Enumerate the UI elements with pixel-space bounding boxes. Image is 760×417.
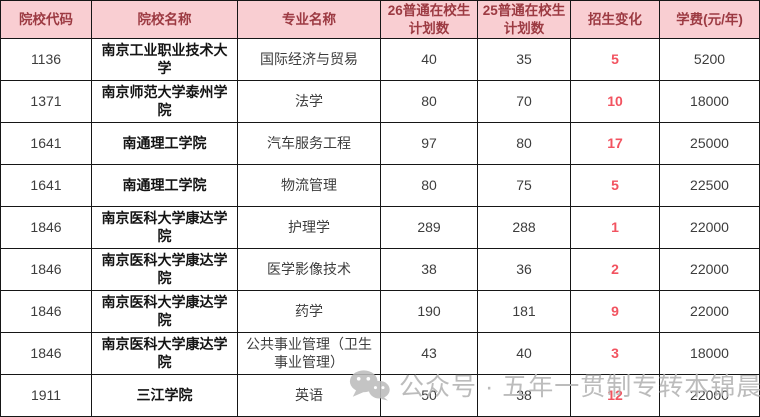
cell-major-name: 汽车服务工程 xyxy=(237,122,381,166)
cell-plan-26: 289 xyxy=(380,206,478,250)
cell-major-name: 公共事业管理（卫生事业管理） xyxy=(237,332,381,376)
cell-school-code: 1371 xyxy=(0,80,92,124)
cell-school-code: 1846 xyxy=(0,248,92,292)
table-row: 1641 南通理工学院 汽车服务工程 97 80 17 25000 xyxy=(0,122,760,166)
header-major-name: 专业名称 xyxy=(237,0,381,40)
cell-tuition: 18000 xyxy=(659,80,760,124)
cell-major-name: 国际经济与贸易 xyxy=(237,38,381,82)
cell-tuition: 22500 xyxy=(659,164,760,208)
cell-major-name: 护理学 xyxy=(237,206,381,250)
cell-enroll-change: 10 xyxy=(570,80,660,124)
table-row: 1371 南京师范大学泰州学院 法学 80 70 10 18000 xyxy=(0,80,760,124)
cell-school-name: 南京医科大学康达学院 xyxy=(91,248,238,292)
header-row: 院校代码 院校名称 专业名称 26普通在校生 计划数 25普通在校生 计划数 招… xyxy=(0,0,760,40)
cell-enroll-change: 17 xyxy=(570,122,660,166)
table-body: 1136 南京工业职业技术大学 国际经济与贸易 40 35 5 5200 137… xyxy=(0,38,760,417)
cell-major-name: 医学影像技术 xyxy=(237,248,381,292)
table-row: 1136 南京工业职业技术大学 国际经济与贸易 40 35 5 5200 xyxy=(0,38,760,82)
cell-enroll-change: 12 xyxy=(570,374,660,417)
cell-plan-26: 80 xyxy=(380,164,478,208)
table-row: 1911 三江学院 英语 50 38 12 22000 xyxy=(0,374,760,417)
cell-school-code: 1846 xyxy=(0,332,92,376)
cell-major-name: 法学 xyxy=(237,80,381,124)
cell-plan-25: 38 xyxy=(477,374,571,417)
header-tuition: 学费(元/年) xyxy=(659,0,760,40)
cell-enroll-change: 5 xyxy=(570,38,660,82)
header-school-name: 院校名称 xyxy=(91,0,238,40)
table-row: 1641 南通理工学院 物流管理 80 75 5 22500 xyxy=(0,164,760,208)
cell-school-name: 南京医科大学康达学院 xyxy=(91,206,238,250)
cell-plan-25: 36 xyxy=(477,248,571,292)
cell-major-name: 药学 xyxy=(237,290,381,334)
cell-tuition: 22000 xyxy=(659,290,760,334)
table-row: 1846 南京医科大学康达学院 公共事业管理（卫生事业管理） 43 40 3 1… xyxy=(0,332,760,376)
cell-tuition: 22000 xyxy=(659,206,760,250)
cell-plan-25: 181 xyxy=(477,290,571,334)
table-row: 1846 南京医科大学康达学院 护理学 289 288 1 22000 xyxy=(0,206,760,250)
table-row: 1846 南京医科大学康达学院 医学影像技术 38 36 2 22000 xyxy=(0,248,760,292)
cell-tuition: 22000 xyxy=(659,248,760,292)
cell-school-name: 南京师范大学泰州学院 xyxy=(91,80,238,124)
cell-plan-25: 75 xyxy=(477,164,571,208)
cell-plan-25: 80 xyxy=(477,122,571,166)
header-plan-26: 26普通在校生 计划数 xyxy=(380,0,478,40)
cell-tuition: 25000 xyxy=(659,122,760,166)
cell-school-code: 1641 xyxy=(0,164,92,208)
cell-school-name: 南京医科大学康达学院 xyxy=(91,290,238,334)
cell-plan-25: 35 xyxy=(477,38,571,82)
cell-plan-26: 80 xyxy=(380,80,478,124)
cell-major-name: 物流管理 xyxy=(237,164,381,208)
cell-plan-25: 40 xyxy=(477,332,571,376)
cell-school-code: 1846 xyxy=(0,206,92,250)
cell-enroll-change: 9 xyxy=(570,290,660,334)
cell-plan-26: 97 xyxy=(380,122,478,166)
cell-school-code: 1136 xyxy=(0,38,92,82)
cell-school-name: 南通理工学院 xyxy=(91,164,238,208)
cell-school-code: 1846 xyxy=(0,290,92,334)
cell-enroll-change: 2 xyxy=(570,248,660,292)
header-enroll-change: 招生变化 xyxy=(570,0,660,40)
cell-tuition: 18000 xyxy=(659,332,760,376)
cell-plan-26: 38 xyxy=(380,248,478,292)
cell-tuition: 22000 xyxy=(659,374,760,417)
cell-plan-26: 40 xyxy=(380,38,478,82)
cell-plan-26: 50 xyxy=(380,374,478,417)
header-school-code: 院校代码 xyxy=(0,0,92,40)
cell-plan-25: 288 xyxy=(477,206,571,250)
cell-plan-26: 190 xyxy=(380,290,478,334)
table-row: 1846 南京医科大学康达学院 药学 190 181 9 22000 xyxy=(0,290,760,334)
cell-enroll-change: 1 xyxy=(570,206,660,250)
cell-plan-25: 70 xyxy=(477,80,571,124)
cell-school-name: 南京工业职业技术大学 xyxy=(91,38,238,82)
cell-school-name: 南京医科大学康达学院 xyxy=(91,332,238,376)
cell-major-name: 英语 xyxy=(237,374,381,417)
cell-school-name: 三江学院 xyxy=(91,374,238,417)
header-plan-25: 25普通在校生 计划数 xyxy=(477,0,571,40)
cell-enroll-change: 5 xyxy=(570,164,660,208)
cell-plan-26: 43 xyxy=(380,332,478,376)
cell-school-name: 南通理工学院 xyxy=(91,122,238,166)
cell-school-code: 1911 xyxy=(0,374,92,417)
cell-school-code: 1641 xyxy=(0,122,92,166)
cell-enroll-change: 3 xyxy=(570,332,660,376)
cell-tuition: 5200 xyxy=(659,38,760,82)
